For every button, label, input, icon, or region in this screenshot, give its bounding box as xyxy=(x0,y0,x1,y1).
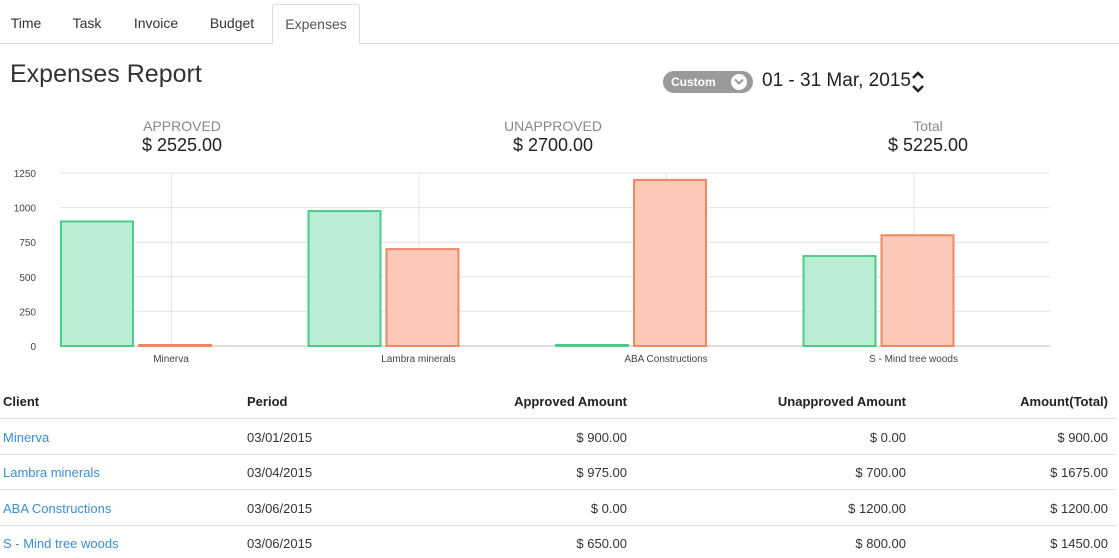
bar xyxy=(60,220,134,347)
table-header-row: Client Period Approved Amount Unapproved… xyxy=(0,383,1116,419)
summary-approved: APPROVED $ 2525.00 xyxy=(72,118,292,156)
client-link[interactable]: ABA Constructions xyxy=(3,501,112,516)
bar xyxy=(555,344,629,347)
bar xyxy=(385,248,460,347)
y-tick-label: 0 xyxy=(30,342,36,353)
approved-cell: $ 650.00 xyxy=(576,536,627,551)
table-row: Lambra minerals 03/04/2015 $ 975.00 $ 70… xyxy=(0,454,1116,490)
y-tick-label: 500 xyxy=(19,273,36,284)
total-cell: $ 1675.00 xyxy=(1050,465,1108,480)
y-tick-label: 1000 xyxy=(14,204,37,215)
x-tick-label: Minerva xyxy=(153,354,189,365)
client-link[interactable]: Lambra minerals xyxy=(3,465,100,480)
table-row: ABA Constructions 03/06/2015 $ 0.00 $ 12… xyxy=(0,490,1116,526)
bar xyxy=(802,255,877,347)
total-cell: $ 1200.00 xyxy=(1050,501,1108,516)
x-tick-label: Lambra minerals xyxy=(381,354,455,365)
unapproved-cell: $ 700.00 xyxy=(855,465,906,480)
summary-unapproved-value: $ 2700.00 xyxy=(512,135,594,155)
table-row: Minerva 03/01/2015 $ 900.00 $ 0.00 $ 900… xyxy=(0,419,1116,455)
header-unapproved-amount[interactable]: Unapproved Amount xyxy=(777,394,906,409)
summary-approved-label: APPROVED xyxy=(143,118,221,134)
client-link[interactable]: S - Mind tree woods xyxy=(3,536,119,551)
summary-approved-value: $ 2525.00 xyxy=(141,135,223,155)
client-link[interactable]: Minerva xyxy=(3,430,50,445)
x-tick-label: ABA Constructions xyxy=(624,354,707,365)
header-period[interactable]: Period xyxy=(247,394,288,409)
period-cell: 03/06/2015 xyxy=(247,536,313,551)
unapproved-cell: $ 1200.00 xyxy=(848,501,906,516)
y-tick-label: 750 xyxy=(19,238,36,249)
period-cell: 03/06/2015 xyxy=(247,501,313,516)
table-row: S - Mind tree woods 03/06/2015 $ 650.00 … xyxy=(0,525,1116,558)
approved-cell: $ 0.00 xyxy=(590,501,627,516)
header-total-amount[interactable]: Amount(Total) xyxy=(1020,394,1108,409)
tab-budget[interactable]: Budget xyxy=(209,15,255,31)
expenses-bar-chart: 0 250 500 750 1000 1250 Minerva Lambra minerals… xyxy=(14,169,1050,365)
summary-unapproved-label: UNAPPROVED xyxy=(503,118,603,134)
y-tick-label: 250 xyxy=(19,307,36,318)
total-cell: $ 1450.00 xyxy=(1050,536,1108,551)
unapproved-cell: $ 0.00 xyxy=(869,430,906,445)
total-cell: $ 900.00 xyxy=(1057,430,1108,445)
up-down-arrows-icon xyxy=(912,71,924,93)
period-cell: 03/04/2015 xyxy=(247,465,313,480)
tab-expenses[interactable]: Expenses xyxy=(272,4,360,45)
period-select-value: Custom xyxy=(671,75,716,89)
x-tick-label: S - Mind tree woods xyxy=(869,354,958,365)
summary-total: Total $ 5225.00 xyxy=(818,118,1038,156)
tab-time[interactable]: Time xyxy=(10,15,42,31)
approved-cell: $ 900.00 xyxy=(576,430,627,445)
y-tick-label: 1250 xyxy=(14,169,37,180)
chevron-down-icon xyxy=(731,74,747,90)
tab-task[interactable]: Task xyxy=(72,15,102,31)
bar xyxy=(633,178,707,348)
header-client[interactable]: Client xyxy=(3,394,40,409)
period-select[interactable]: Custom xyxy=(663,71,753,93)
page-title: Expenses Report xyxy=(10,60,202,88)
unapproved-cell: $ 800.00 xyxy=(855,536,906,551)
summary-unapproved: UNAPPROVED $ 2700.00 xyxy=(443,118,663,156)
date-range: 01 - 31 Mar, 2015 xyxy=(762,70,911,91)
bar xyxy=(880,234,955,347)
approved-cell: $ 975.00 xyxy=(576,465,627,480)
tab-invoice[interactable]: Invoice xyxy=(133,15,179,31)
header-approved-amount[interactable]: Approved Amount xyxy=(514,394,627,409)
bar xyxy=(307,210,382,348)
summary-total-label: Total xyxy=(913,118,943,134)
summary-total-value: $ 5225.00 xyxy=(887,135,969,155)
period-cell: 03/01/2015 xyxy=(247,430,313,445)
bar xyxy=(138,344,212,347)
report-tabs: Time Task Invoice Budget Expenses xyxy=(0,0,1119,45)
date-stepper[interactable] xyxy=(910,69,926,95)
